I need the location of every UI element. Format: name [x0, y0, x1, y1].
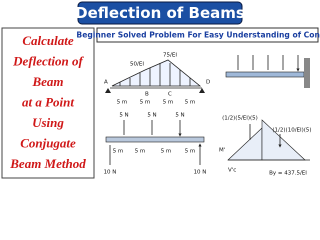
label: B: [145, 92, 149, 98]
subtitle-box: [96, 27, 319, 43]
wall: [304, 58, 310, 88]
label: Beam Method: [9, 156, 86, 171]
load-arrows: [119, 63, 191, 86]
label: C: [168, 92, 172, 98]
label: 5 N: [147, 113, 156, 119]
label: 5 N: [119, 113, 128, 119]
label: 5 m: [135, 149, 146, 155]
load-arrows: [237, 55, 298, 70]
load-diagram: [111, 59, 202, 87]
label: 10 N: [194, 170, 207, 176]
title: Deflection of Beams: [75, 4, 245, 22]
beam: [225, 71, 305, 78]
conjugate-beam-diagram: [105, 59, 205, 93]
cantilever-diagram: [225, 55, 310, 88]
label: Deflection of: [12, 53, 84, 68]
label: A: [104, 80, 108, 86]
label: Calculate: [22, 33, 74, 48]
left-panel: [1, 27, 95, 179]
beam: [105, 136, 205, 143]
label: 5 N: [175, 113, 184, 119]
label: (1/2)(5/EI)(5): [222, 116, 258, 122]
reaction-arrows: [109, 145, 200, 165]
subtitle: Beginner Solved Problem For Easy Underst…: [76, 31, 320, 40]
label: 10 N: [104, 170, 117, 176]
label: 5 m: [161, 149, 172, 155]
label: 5 m: [185, 100, 196, 106]
label: 5 m: [163, 100, 174, 106]
label: 50/EI: [130, 62, 144, 68]
label: 75/EI: [163, 53, 177, 59]
label: 5 m: [117, 100, 128, 106]
label: M': [219, 148, 225, 154]
label: Conjugate: [20, 135, 76, 150]
title-banner: [77, 1, 243, 25]
thumbnail: Deflection of Beams Calculate Deflection …: [0, 0, 320, 180]
label: D: [206, 80, 210, 86]
left-text: Calculate Deflection of Beam at a Point Usin…: [9, 33, 86, 171]
label: Using: [32, 115, 64, 130]
label: (1/2)(10/EI)(5): [272, 128, 311, 134]
load-arrows: [123, 120, 180, 135]
label: V'c: [228, 168, 236, 174]
label: at a Point: [22, 94, 74, 109]
real-beam-diagram: [105, 120, 205, 165]
label: 5 m: [113, 149, 124, 155]
free-body-diagram: [227, 119, 310, 161]
label: Beam: [31, 74, 63, 89]
page: Deflection of Beams Calculate Deflection …: [0, 0, 320, 180]
label: By = 437.5/EI: [269, 171, 307, 177]
label: 5 m: [140, 100, 151, 106]
label: 5 m: [185, 149, 196, 155]
resultant-arrows: [249, 124, 280, 146]
